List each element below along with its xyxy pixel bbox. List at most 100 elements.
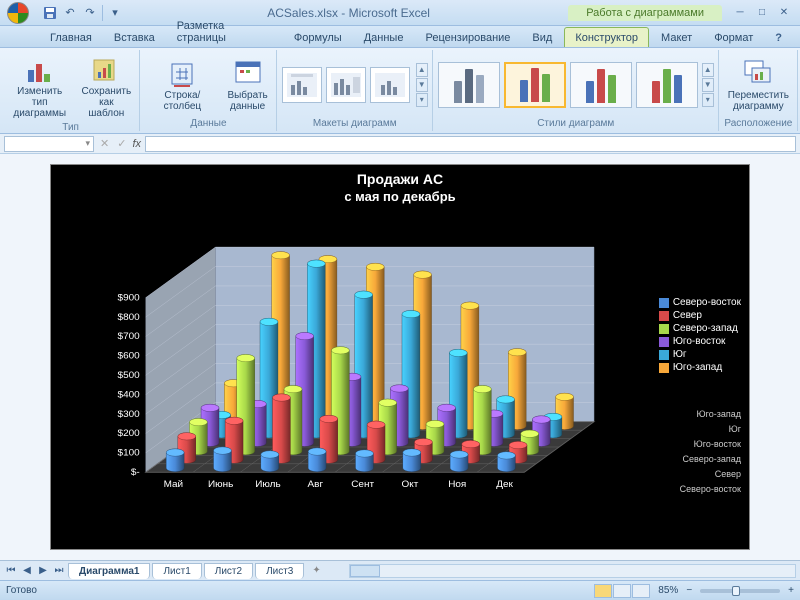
tab-review[interactable]: Рецензирование — [415, 28, 520, 47]
maximize-button[interactable]: □ — [752, 6, 772, 20]
svg-text:$-: $- — [131, 467, 140, 478]
legend-item[interactable]: Северо-запад — [659, 323, 741, 334]
tab-view[interactable]: Вид — [522, 28, 562, 47]
enter-icon[interactable]: ✓ — [115, 137, 128, 150]
help-button[interactable]: ? — [765, 28, 792, 47]
legend-item[interactable]: Юг — [659, 349, 741, 360]
chart-subtitle[interactable]: с мая по декабрь — [51, 189, 749, 204]
svg-text:$800: $800 — [118, 312, 140, 323]
save-icon[interactable] — [42, 5, 58, 21]
svg-text:Сент: Сент — [351, 479, 374, 490]
zoom-level[interactable]: 85% — [658, 585, 678, 596]
chart-object[interactable]: Продажи AC с мая по декабрь $- $100 $200 $3… — [50, 164, 750, 550]
formula-bar: ▾ ✕ ✓ fx — [0, 134, 800, 154]
svg-text:$300: $300 — [118, 409, 140, 420]
svg-text:Июль: Июль — [255, 479, 280, 490]
sheet-nav-prev[interactable]: ◀ — [20, 564, 34, 578]
close-button[interactable]: ✕ — [774, 6, 794, 20]
chart-layout-1[interactable] — [282, 67, 322, 103]
view-page-layout[interactable] — [613, 584, 631, 598]
group-label-data: Данные — [190, 117, 226, 129]
status-ready: Готово — [6, 585, 37, 596]
change-chart-type-button[interactable]: Изменить тип диаграммы — [6, 52, 73, 121]
tab-layout[interactable]: Макет — [651, 28, 702, 47]
minimize-button[interactable]: ─ — [730, 6, 750, 20]
svg-text:$400: $400 — [118, 390, 140, 401]
tab-formulas[interactable]: Формулы — [284, 28, 352, 47]
svg-text:$600: $600 — [118, 351, 140, 362]
svg-text:$100: $100 — [118, 448, 140, 459]
tab-insert[interactable]: Вставка — [104, 28, 165, 47]
layouts-scroll-down[interactable]: ▼ — [416, 78, 428, 92]
sheet-nav-next[interactable]: ▶ — [36, 564, 50, 578]
legend-item[interactable]: Север — [659, 310, 741, 321]
svg-text:$700: $700 — [118, 332, 140, 343]
chart-style-2[interactable] — [504, 62, 566, 108]
chart-title[interactable]: Продажи AC — [51, 165, 749, 189]
ribbon-group-layouts: ▲ ▼ ▾ Макеты диаграмм — [278, 50, 433, 131]
styles-scroll[interactable]: ▲▼▾ — [702, 62, 714, 108]
layouts-more[interactable]: ▾ — [416, 93, 428, 107]
move-chart-icon — [742, 58, 774, 90]
chart-plot-area[interactable]: $-$100$200$300$400$500$600$700$800$900Ма… — [61, 215, 599, 509]
sheet-tab-3[interactable]: Лист3 — [255, 563, 304, 579]
group-label-location: Расположение — [724, 117, 792, 129]
chart-style-1[interactable] — [438, 62, 500, 108]
chart-layout-3[interactable] — [370, 67, 410, 103]
scrollbar-thumb[interactable] — [350, 565, 380, 577]
svg-text:$500: $500 — [118, 370, 140, 381]
svg-text:$900: $900 — [118, 293, 140, 304]
redo-icon[interactable]: ↷ — [82, 5, 98, 21]
sheet-tab-2[interactable]: Лист2 — [204, 563, 253, 579]
svg-text:$200: $200 — [118, 429, 140, 440]
office-logo-icon — [7, 2, 29, 24]
view-page-break[interactable] — [632, 584, 650, 598]
new-sheet-button[interactable]: ✦ — [306, 563, 326, 578]
zoom-slider-handle[interactable] — [732, 586, 740, 596]
zoom-slider[interactable] — [700, 589, 780, 593]
chart-style-3[interactable] — [570, 62, 632, 108]
work-area: Продажи AC с мая по декабрь $- $100 $200 $3… — [0, 154, 800, 560]
group-label-type: Тип — [62, 121, 79, 133]
undo-icon[interactable]: ↶ — [62, 5, 78, 21]
sheet-nav-last[interactable]: ⏭ — [52, 564, 66, 578]
legend-item[interactable]: Северо-восток — [659, 297, 741, 308]
zoom-out-button[interactable]: − — [686, 585, 692, 596]
legend-item[interactable]: Юго-запад — [659, 362, 741, 373]
view-normal[interactable] — [594, 584, 612, 598]
title-bar: ↶ ↷ ▾ ACSales.xlsx - Microsoft Excel Раб… — [0, 0, 800, 26]
name-box[interactable]: ▾ — [4, 136, 94, 152]
formula-input[interactable] — [145, 136, 796, 152]
chart-style-4[interactable] — [636, 62, 698, 108]
select-data-button[interactable]: Выбрать данные — [223, 56, 271, 114]
tab-home[interactable]: Главная — [40, 28, 102, 47]
view-buttons — [594, 584, 650, 598]
sheet-tab-chart1[interactable]: Диаграмма1 — [68, 563, 150, 579]
select-data-icon — [232, 58, 264, 90]
tab-format[interactable]: Формат — [704, 28, 763, 47]
tab-data[interactable]: Данные — [354, 28, 414, 47]
save-as-template-button[interactable]: Сохранить как шаблон — [77, 52, 135, 121]
chart-layout-2[interactable] — [326, 67, 366, 103]
legend-item[interactable]: Юго-восток — [659, 336, 741, 347]
ribbon-group-type: Изменить тип диаграммы Сохранить как шаб… — [2, 50, 140, 131]
switch-row-column-button[interactable]: Строка/столбец — [145, 56, 219, 114]
ribbon-group-data: Строка/столбец Выбрать данные Данные — [141, 50, 276, 131]
horizontal-scrollbar[interactable] — [349, 564, 796, 578]
contextual-tab-title: Работа с диаграммами — [568, 5, 722, 21]
zoom-in-button[interactable]: + — [788, 585, 794, 596]
sheet-nav-first[interactable]: ⏮ — [4, 564, 18, 578]
office-button[interactable] — [0, 0, 36, 26]
tab-design[interactable]: Конструктор — [564, 27, 649, 47]
move-chart-button[interactable]: Переместить диаграмму — [724, 56, 793, 114]
tab-page-layout[interactable]: Разметка страницы — [167, 16, 282, 47]
chart-legend[interactable]: Северо-восток Север Северо-запад Юго-восток… — [659, 295, 741, 375]
group-label-styles: Стили диаграмм — [537, 117, 614, 129]
cancel-icon[interactable]: ✕ — [98, 137, 111, 150]
group-label-layouts: Макеты диаграмм — [313, 117, 397, 129]
layouts-scroll-up[interactable]: ▲ — [416, 63, 428, 77]
sheet-tab-1[interactable]: Лист1 — [152, 563, 201, 579]
fx-label[interactable]: fx — [132, 138, 141, 150]
qat-dropdown-icon[interactable]: ▾ — [107, 5, 123, 21]
quick-access-toolbar: ↶ ↷ ▾ — [36, 5, 129, 21]
